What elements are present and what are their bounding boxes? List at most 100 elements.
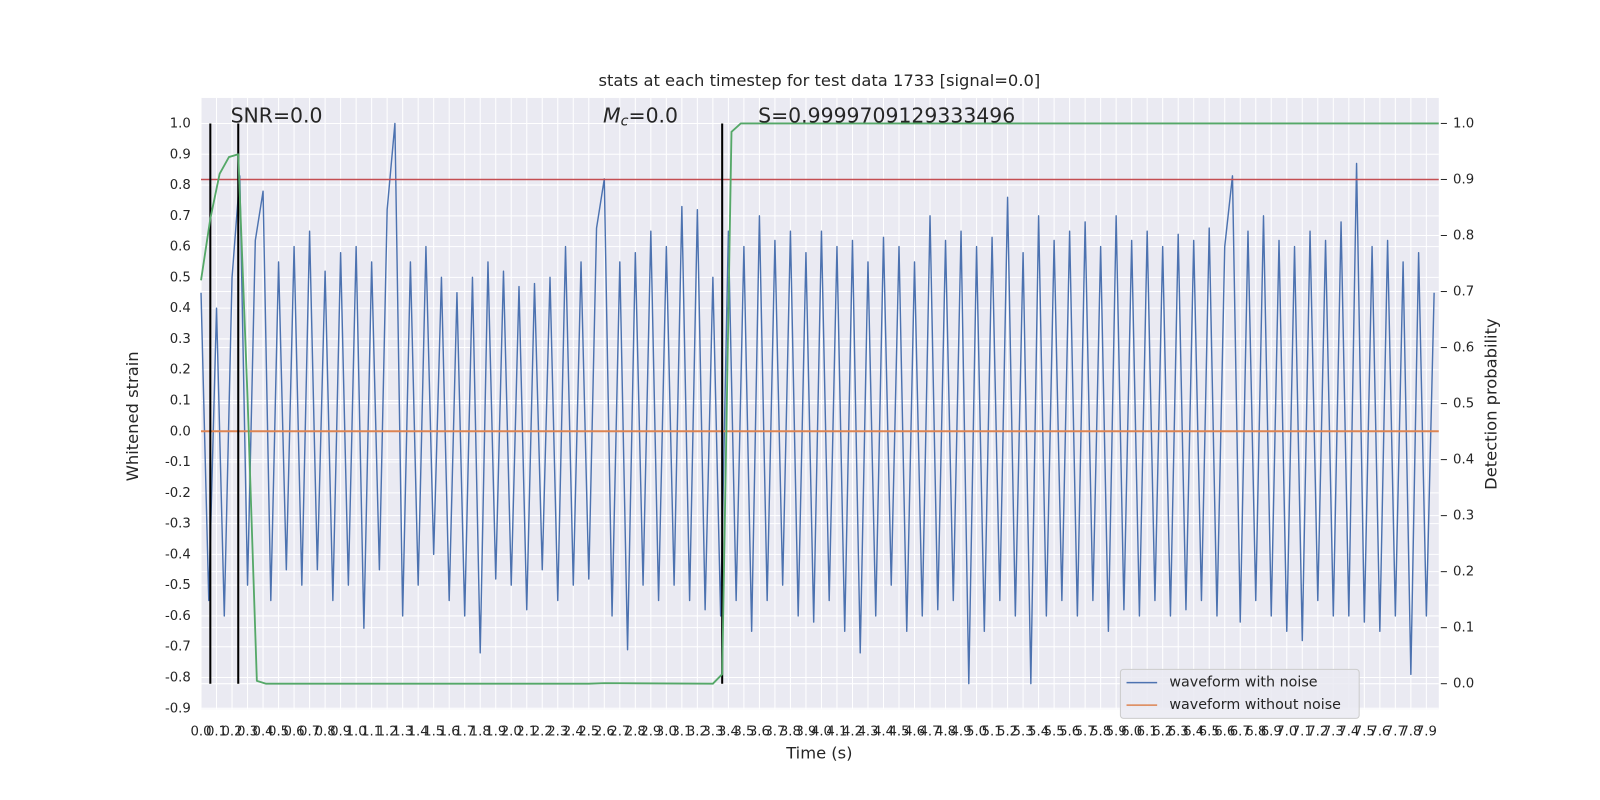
x-tick-label: 0.1 xyxy=(206,725,227,740)
legend-label: waveform with noise xyxy=(1169,675,1317,691)
x-tick-label: 5.0 xyxy=(966,725,987,740)
y2-tick-label: 0.6 xyxy=(1453,341,1474,356)
x-tick-label: 1.3 xyxy=(392,725,413,740)
x-tick-label: 1.7 xyxy=(454,725,475,740)
y-tick-label: -0.1 xyxy=(165,455,191,470)
x-tick-label: 2.1 xyxy=(516,725,537,740)
x-tick-label: 0.6 xyxy=(284,725,305,740)
x-tick-label: 6.1 xyxy=(1137,725,1158,740)
x-tick-label: 5.9 xyxy=(1106,725,1127,740)
y-tick-label: -0.3 xyxy=(165,517,191,532)
y2-tick-label: 0.2 xyxy=(1453,565,1474,580)
x-tick-label: 5.8 xyxy=(1090,725,1111,740)
x-tick-label: 3.7 xyxy=(764,725,785,740)
x-tick-label: 5.6 xyxy=(1059,725,1080,740)
x-tick-label: 4.8 xyxy=(935,725,956,740)
x-tick-label: 7.1 xyxy=(1292,725,1313,740)
y-tick-label: -0.9 xyxy=(165,701,191,716)
y-tick-label: 0.8 xyxy=(170,178,191,193)
y2-tick-label: 0.1 xyxy=(1453,621,1474,636)
y-tick-label: -0.7 xyxy=(165,640,191,655)
x-tick-label: 3.8 xyxy=(780,725,801,740)
y2-tick-label: 0.0 xyxy=(1453,677,1474,692)
x-tick-label: 5.4 xyxy=(1028,725,1049,740)
x-tick-label: 2.8 xyxy=(625,725,646,740)
x-tick-label: 3.4 xyxy=(718,725,739,740)
x-tick-label: 5.7 xyxy=(1075,725,1096,740)
x-tick-label: 6.4 xyxy=(1183,725,1204,740)
y-tick-label: -0.2 xyxy=(165,486,191,501)
y-tick-label: 0.2 xyxy=(170,363,191,378)
y-tick-label: -0.6 xyxy=(165,609,191,624)
y-tick-label: 0.9 xyxy=(170,147,191,162)
x-axis-label: Time (s) xyxy=(785,744,852,763)
x-tick-label: 2.7 xyxy=(609,725,630,740)
x-tick-label: 7.2 xyxy=(1307,725,1328,740)
x-tick-label: 2.0 xyxy=(501,725,522,740)
x-tick-label: 6.9 xyxy=(1261,725,1282,740)
x-tick-label: 4.1 xyxy=(826,725,847,740)
x-tick-label: 1.4 xyxy=(408,725,429,740)
x-tick-label: 4.2 xyxy=(842,725,863,740)
annotation: SNR=0.0 xyxy=(231,103,323,127)
y-tick-label: 0.5 xyxy=(170,270,191,285)
x-tick-label: 6.6 xyxy=(1214,725,1235,740)
x-tick-label: 7.9 xyxy=(1416,725,1437,740)
y2-tick-label: 0.8 xyxy=(1453,228,1474,243)
x-tick-label: 0.3 xyxy=(237,725,258,740)
x-tick-label: 2.2 xyxy=(532,725,553,740)
x-tick-label: 0.4 xyxy=(253,725,274,740)
x-tick-label: 4.5 xyxy=(888,725,909,740)
y2-tick-label: 0.9 xyxy=(1453,172,1474,187)
x-tick-label: 1.0 xyxy=(346,725,367,740)
x-tick-label: 4.7 xyxy=(919,725,940,740)
x-tick-label: 6.3 xyxy=(1168,725,1189,740)
x-tick-label: 4.6 xyxy=(904,725,925,740)
y2-tick-label: 0.3 xyxy=(1453,509,1474,524)
x-tick-label: 6.8 xyxy=(1245,725,1266,740)
x-tick-label: 3.6 xyxy=(749,725,770,740)
x-tick-label: 2.6 xyxy=(594,725,615,740)
legend-label: waveform without noise xyxy=(1169,697,1341,713)
x-tick-label: 1.2 xyxy=(377,725,398,740)
y2-axis-label: Detection probability xyxy=(1481,318,1500,490)
x-tick-label: 2.9 xyxy=(640,725,661,740)
x-tick-label: 7.8 xyxy=(1400,725,1421,740)
y-tick-label: -0.5 xyxy=(165,578,191,593)
x-tick-label: 5.1 xyxy=(982,725,1003,740)
x-tick-label: 5.5 xyxy=(1044,725,1065,740)
x-tick-label: 1.5 xyxy=(423,725,444,740)
x-tick-label: 4.0 xyxy=(811,725,832,740)
x-tick-label: 3.9 xyxy=(795,725,816,740)
probability-line xyxy=(200,122,1439,685)
x-tick-label: 0.8 xyxy=(315,725,336,740)
x-tick-label: 0.0 xyxy=(190,725,211,740)
legend-box xyxy=(1119,668,1360,719)
y-tick-label: -0.4 xyxy=(165,547,191,562)
annotation-subscript: c xyxy=(621,113,629,129)
y-tick-label: 0.6 xyxy=(170,240,191,255)
x-tick-label: 7.3 xyxy=(1323,725,1344,740)
y-tick-label: 0.1 xyxy=(170,393,191,408)
x-tick-label: 1.1 xyxy=(361,725,382,740)
series-line xyxy=(200,122,1435,685)
x-tick-label: 3.1 xyxy=(671,725,692,740)
y-tick-label: 0.3 xyxy=(170,332,191,347)
y-tick-label: 0.0 xyxy=(170,424,191,439)
x-tick-label: 7.7 xyxy=(1385,725,1406,740)
y2-tick-label: 0.4 xyxy=(1453,453,1474,468)
x-tick-label: 4.9 xyxy=(951,725,972,740)
x-tick-label: 7.4 xyxy=(1338,725,1359,740)
x-tick-label: 6.0 xyxy=(1121,725,1142,740)
x-tick-label: 0.7 xyxy=(299,725,320,740)
x-tick-label: 0.2 xyxy=(222,725,243,740)
y2-tick-label: 0.7 xyxy=(1453,285,1474,300)
annotation: Mc=0.0 xyxy=(603,103,678,129)
y-tick-label: -0.8 xyxy=(165,670,191,685)
x-tick-label: 1.6 xyxy=(439,725,460,740)
x-tick-label: 1.8 xyxy=(470,725,491,740)
y-tick-label: 0.4 xyxy=(170,301,191,316)
y-tick-label: 0.7 xyxy=(170,209,191,224)
x-tick-label: 2.3 xyxy=(547,725,568,740)
